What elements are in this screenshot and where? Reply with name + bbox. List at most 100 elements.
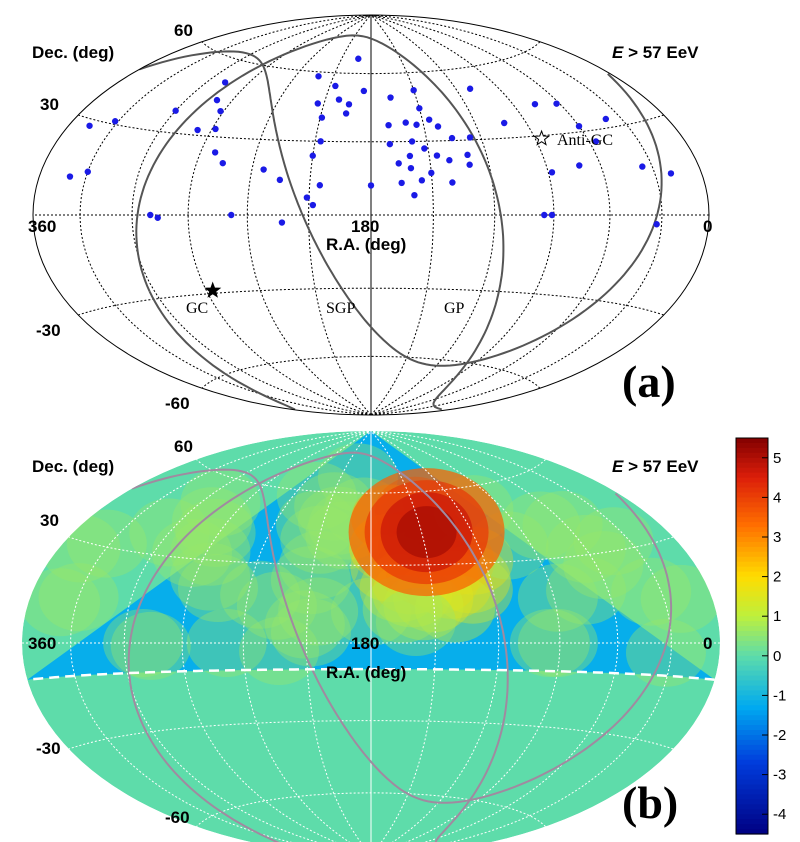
colorbar-swatch [736,670,768,677]
significance-blob [177,554,258,623]
significance-blob [170,517,251,586]
event-point [548,169,556,176]
event-point [345,101,353,108]
grid-a-line-meridian [370,15,663,415]
gc-marker [204,281,222,298]
colorbar-swatch [736,611,768,617]
colorbar-swatch [736,601,768,607]
event-point [360,87,368,95]
colorbar-swatch [736,621,768,627]
event-point [531,100,539,108]
energy-label-a: E > 57 EeV [612,43,699,62]
gp-curve-b [131,468,470,804]
ra-tick-360-a: 360 [28,217,56,236]
colorbar-swatch [736,685,768,692]
dec-tick-neg60-a: -60 [165,394,190,413]
event-point [667,170,675,177]
grid-b-line-meridian [370,431,619,842]
event-point [448,134,456,142]
sgp-curve [127,451,509,842]
colorbar-swatch [736,571,768,578]
event-point [147,211,154,219]
grid-b-line-meridian [370,431,561,842]
event-point [541,211,548,219]
colorbar-swatch [736,754,768,761]
significance-blob [171,487,252,556]
sgp-label: SGP [326,300,355,317]
colorbar-tick-label: -2 [773,727,786,744]
colorbar-swatch [736,739,768,746]
grid-a-line-meridian [370,15,496,415]
significance-blob [180,468,261,537]
ra-tick-0-a: 0 [703,217,712,236]
event-point [411,191,418,199]
galactic-curves-b [127,451,673,842]
colorbar-swatch [736,764,768,771]
colorbar-frame [735,437,769,835]
colorbar-tick-label: 5 [773,450,781,467]
ra-axis-label-a: R.A. (deg) [326,235,406,254]
event-point [172,107,179,114]
event-point [278,219,286,226]
event-point [653,221,660,228]
ra-tick-180-b: 180 [351,634,379,653]
event-point [314,100,321,107]
event-point [433,152,441,159]
colorbar-swatch [736,551,768,558]
grid-a-line-meridian [308,15,372,415]
anti-gc-label: Anti-GC [557,132,613,149]
significance-blob [276,461,357,530]
event-point [211,149,219,156]
ra-tick-360-b: 360 [28,634,56,653]
event-point [386,140,394,148]
sgp-curve [135,34,505,411]
significance-blob [151,518,232,587]
event-point [398,179,405,187]
dec-tick-30-b: 30 [40,511,59,530]
event-point [342,110,350,117]
colorbar-swatch [736,730,768,736]
event-point [276,176,284,184]
event-point [317,138,324,145]
colorbar-swatch [736,759,768,766]
event-point [228,211,235,219]
event-point [407,164,415,172]
panel-a: Dec. (deg) 60 30 -30 -60 360 180 0 R.A. … [28,14,712,416]
event-point [428,169,435,177]
colorbar-swatch [736,447,768,454]
gp-curve [466,73,663,365]
significance-blob [375,587,456,656]
colorbar-swatch [736,804,768,810]
colorbar-swatch [736,794,768,800]
event-point [425,116,433,123]
significance-blob [110,611,191,680]
event-point [194,126,201,134]
colorbar-swatch [736,497,768,503]
event-point [410,86,417,94]
colorbar-swatch [736,472,768,479]
colorbar-tick-label: 2 [773,569,781,586]
colorbar-swatch [736,626,768,632]
colorbar-tick-label: 1 [773,608,781,625]
event-point [464,151,471,159]
colorbar-swatch [736,591,768,597]
dec-tick-neg60-b: -60 [165,808,190,827]
colorbar-swatch [736,725,768,731]
event-point [309,201,317,209]
significance-heatmap [22,431,720,842]
colorbar-swatch [736,482,768,489]
event-point [416,105,423,112]
event-point [212,125,219,133]
event-point [548,211,556,219]
colorbar: 5 4 3 2 1 0 -1 -2 -3 -4 [735,437,786,835]
event-point [418,177,426,184]
gp-curve-b [469,492,673,802]
colorbar-swatch [736,576,768,583]
event-point [367,182,375,189]
colorbar-swatch [736,824,768,830]
significance-blob [175,498,256,567]
event-point [335,96,343,103]
colorbar-swatch [736,695,768,701]
significance-blob [509,609,590,677]
